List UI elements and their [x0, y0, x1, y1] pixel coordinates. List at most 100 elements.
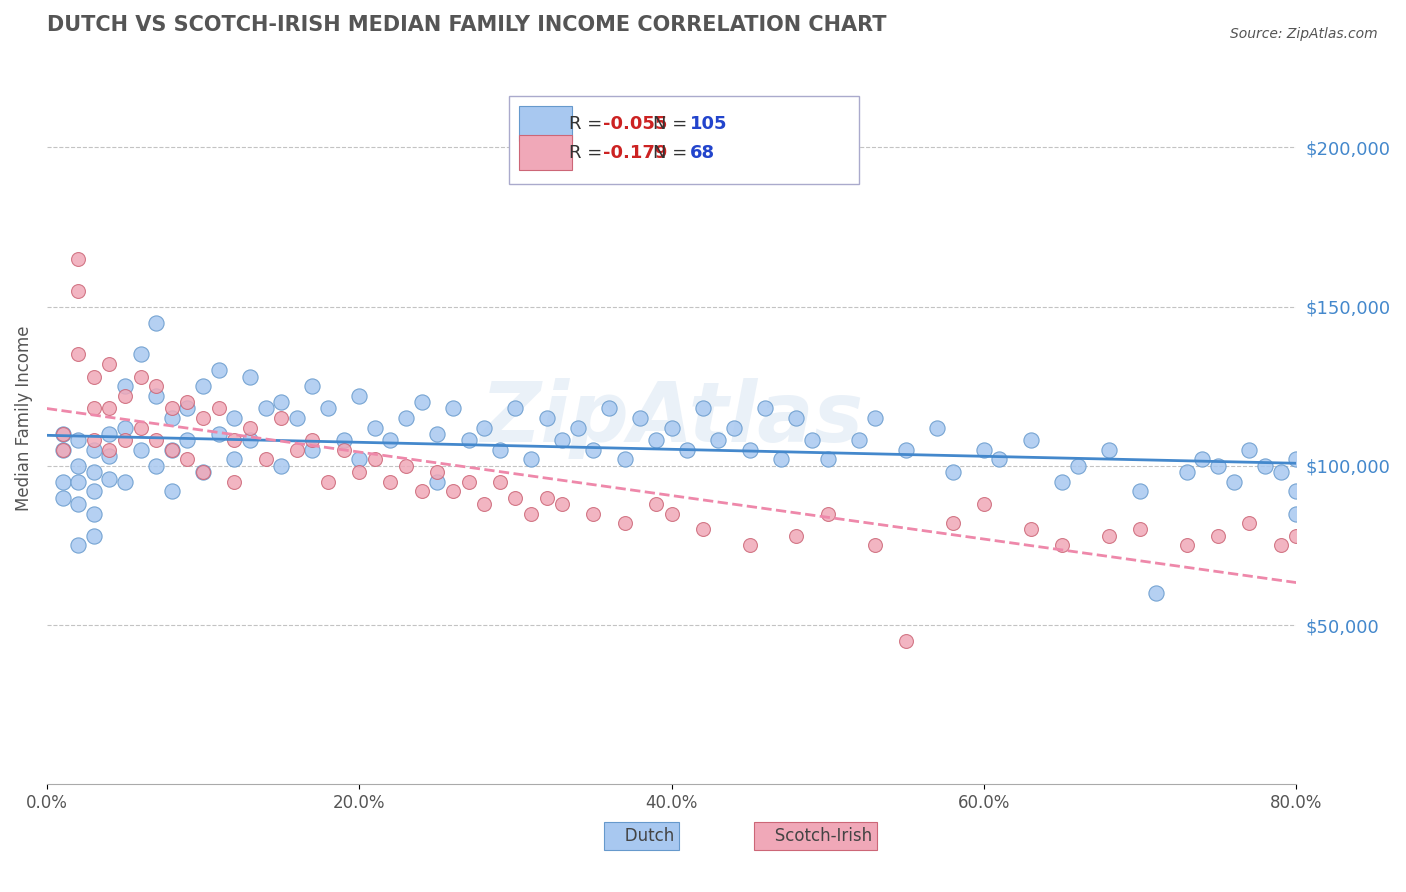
- Point: [785, 529, 807, 543]
- Y-axis label: Median Family Income: Median Family Income: [15, 326, 32, 511]
- Text: Dutch: Dutch: [609, 827, 675, 845]
- Text: Scotch-Irish: Scotch-Irish: [759, 827, 872, 845]
- Point: [472, 420, 495, 434]
- Point: [661, 507, 683, 521]
- Point: [51, 442, 73, 457]
- Point: [817, 507, 839, 521]
- Point: [505, 491, 527, 505]
- Point: [1239, 516, 1261, 530]
- Point: [347, 452, 370, 467]
- Text: 68: 68: [690, 144, 716, 162]
- Point: [1270, 465, 1292, 479]
- Point: [67, 284, 90, 298]
- Point: [224, 452, 246, 467]
- Point: [1175, 538, 1198, 552]
- Point: [707, 434, 730, 448]
- Point: [67, 347, 90, 361]
- Point: [848, 434, 870, 448]
- Point: [254, 401, 277, 416]
- Text: R =: R =: [569, 114, 607, 133]
- Point: [395, 411, 418, 425]
- Text: R =: R =: [569, 144, 607, 162]
- Point: [1144, 586, 1167, 600]
- Point: [613, 516, 636, 530]
- FancyBboxPatch shape: [509, 95, 859, 184]
- Point: [441, 484, 464, 499]
- Point: [301, 442, 323, 457]
- Text: 105: 105: [690, 114, 728, 133]
- Point: [380, 434, 402, 448]
- Point: [83, 369, 105, 384]
- Point: [51, 491, 73, 505]
- Point: [67, 434, 90, 448]
- Point: [129, 420, 152, 434]
- Point: [114, 389, 136, 403]
- Text: DUTCH VS SCOTCH-IRISH MEDIAN FAMILY INCOME CORRELATION CHART: DUTCH VS SCOTCH-IRISH MEDIAN FAMILY INCO…: [46, 15, 886, 35]
- Point: [1239, 442, 1261, 457]
- Point: [1285, 507, 1308, 521]
- Point: [191, 411, 214, 425]
- Point: [1098, 529, 1121, 543]
- Point: [567, 420, 589, 434]
- Point: [551, 434, 574, 448]
- Point: [925, 420, 948, 434]
- Text: -0.179: -0.179: [603, 144, 668, 162]
- Point: [457, 475, 479, 489]
- Point: [347, 389, 370, 403]
- Point: [83, 465, 105, 479]
- Point: [145, 389, 167, 403]
- Point: [426, 475, 449, 489]
- Point: [582, 507, 605, 521]
- Point: [723, 420, 745, 434]
- Point: [160, 442, 183, 457]
- Point: [1129, 484, 1152, 499]
- Point: [67, 538, 90, 552]
- Point: [98, 442, 121, 457]
- Point: [488, 442, 510, 457]
- Point: [285, 411, 308, 425]
- Point: [676, 442, 699, 457]
- Point: [457, 434, 479, 448]
- Point: [769, 452, 792, 467]
- Point: [536, 491, 558, 505]
- Point: [332, 434, 354, 448]
- Point: [1175, 465, 1198, 479]
- Point: [801, 434, 824, 448]
- Point: [1301, 458, 1323, 473]
- Point: [301, 434, 323, 448]
- Point: [411, 484, 433, 499]
- Point: [239, 369, 262, 384]
- Point: [1019, 523, 1042, 537]
- Point: [738, 442, 761, 457]
- Point: [98, 357, 121, 371]
- Point: [98, 471, 121, 485]
- Point: [973, 442, 995, 457]
- Point: [1050, 475, 1073, 489]
- Point: [1129, 523, 1152, 537]
- Point: [316, 475, 339, 489]
- Point: [863, 411, 886, 425]
- Point: [114, 475, 136, 489]
- Point: [1066, 458, 1088, 473]
- Point: [83, 442, 105, 457]
- Point: [114, 434, 136, 448]
- Point: [208, 401, 231, 416]
- Point: [145, 316, 167, 330]
- Point: [645, 497, 668, 511]
- Point: [176, 395, 198, 409]
- Point: [536, 411, 558, 425]
- Point: [754, 401, 776, 416]
- Point: [395, 458, 418, 473]
- Point: [67, 475, 90, 489]
- Point: [114, 379, 136, 393]
- Point: [160, 411, 183, 425]
- Point: [894, 442, 917, 457]
- Point: [1316, 471, 1339, 485]
- Point: [520, 452, 543, 467]
- Point: [67, 252, 90, 266]
- Point: [224, 475, 246, 489]
- Point: [692, 523, 714, 537]
- Point: [176, 452, 198, 467]
- Text: ZipAtlas: ZipAtlas: [479, 377, 863, 458]
- Point: [83, 434, 105, 448]
